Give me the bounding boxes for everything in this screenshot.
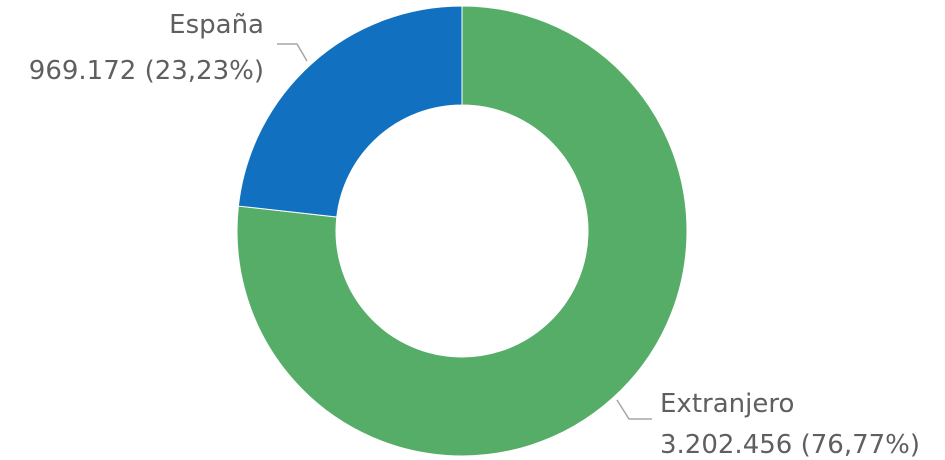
slice-label-espana: España xyxy=(169,10,264,40)
slice-espana xyxy=(237,5,463,218)
slices-group xyxy=(236,5,688,457)
leader-line-espana xyxy=(277,43,308,62)
labels-group: España 969.172 (23,23%) Extranjero 3.202… xyxy=(29,10,920,460)
slice-value-espana: 969.172 (23,23%) xyxy=(29,56,264,86)
slice-label-extranjero: Extranjero xyxy=(660,389,794,419)
slice-value-extranjero: 3.202.456 (76,77%) xyxy=(660,430,920,460)
leader-line-extranjero xyxy=(616,399,652,420)
slice-extranjero xyxy=(236,5,688,457)
